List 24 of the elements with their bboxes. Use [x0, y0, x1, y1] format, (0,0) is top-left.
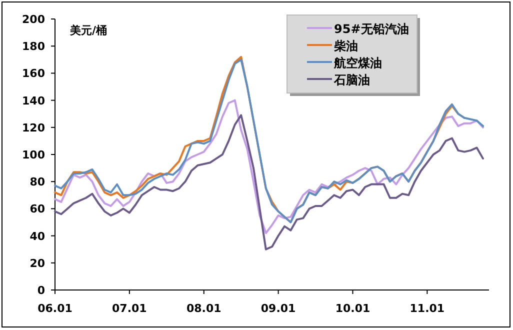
legend-label: 航空煤油 — [333, 56, 382, 70]
y-axis-title: 美元/桶 — [69, 24, 108, 37]
x-tick-label: 07.01 — [112, 302, 147, 315]
y-tick-label: 80 — [30, 176, 46, 189]
legend-label: 95#无铅汽油 — [334, 22, 409, 36]
x-tick-label: 06.01 — [38, 302, 72, 315]
x-tick-label: 09.01 — [260, 302, 296, 315]
x-tick-label: 10.01 — [335, 302, 370, 315]
y-tick-label: 120 — [22, 121, 46, 134]
y-tick-label: 40 — [30, 230, 46, 243]
y-tick-label: 0 — [37, 284, 46, 297]
legend-label: 石脑油 — [333, 73, 370, 87]
y-tick-label: 60 — [30, 202, 46, 216]
line-series — [54, 99, 484, 234]
x-tick-label: 11.01 — [410, 302, 445, 315]
line-series — [54, 114, 484, 250]
y-tick-label: 140 — [22, 94, 46, 108]
y-tick-label: 20 — [30, 256, 46, 270]
y-tick-label: 200 — [22, 13, 46, 26]
x-tick-label: 08.01 — [186, 302, 222, 315]
legend-label: 柴油 — [333, 39, 358, 53]
y-tick-label: 180 — [22, 40, 46, 54]
y-tick-label: 100 — [22, 148, 46, 162]
y-tick-label: 160 — [22, 67, 46, 80]
